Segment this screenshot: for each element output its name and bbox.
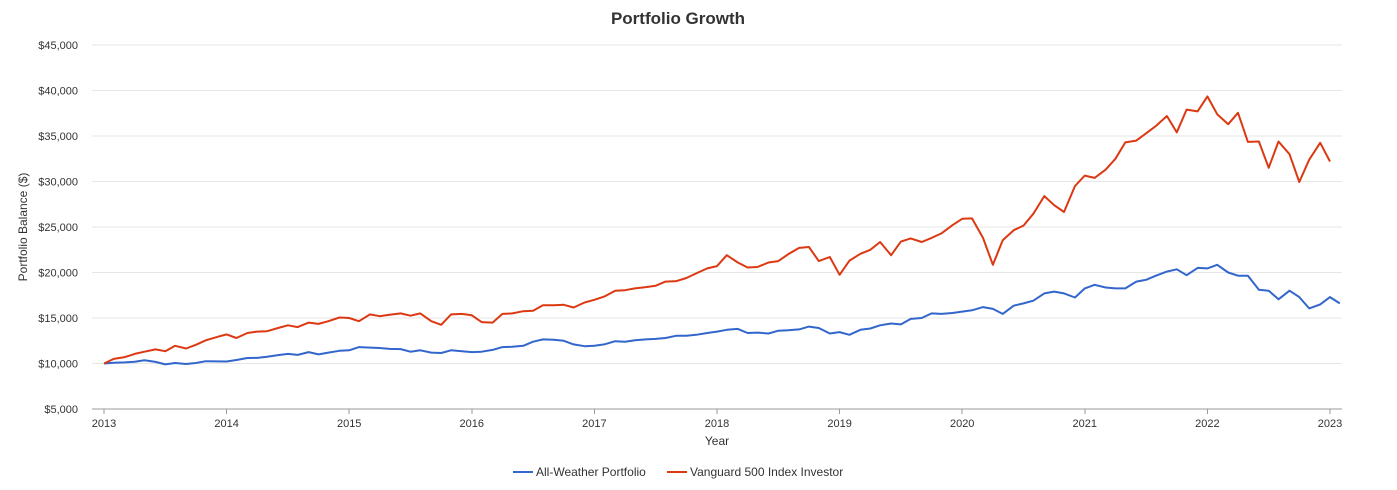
legend: All-Weather Portfolio Vanguard 500 Index …	[513, 465, 843, 479]
y-tick-label: $5,000	[44, 404, 78, 416]
y-tick-label: $30,000	[38, 177, 78, 189]
x-tick-label: 2019	[827, 418, 851, 430]
series-line-vanguard-500[interactable]	[103, 95, 1331, 365]
x-tick-label: 2022	[1195, 418, 1219, 430]
x-tick-label: 2021	[1073, 418, 1097, 430]
legend-label: Vanguard 500 Index Investor	[690, 465, 843, 479]
y-tick-label: $20,000	[38, 268, 78, 280]
x-tick-label: 2023	[1318, 418, 1342, 430]
gridlines	[92, 44, 1342, 410]
x-tick-label: 2016	[460, 418, 484, 430]
y-tick-label: $35,000	[38, 131, 78, 143]
x-tick-label: 2014	[214, 418, 238, 430]
x-tick-label: 2017	[582, 418, 606, 430]
series-layer	[103, 95, 1341, 366]
x-tick-label: 2020	[950, 418, 974, 430]
x-axis-title: Year	[705, 434, 729, 448]
y-axis: $5,000 $10,000 $15,000 $20,000 $25,000 $30,00…	[38, 40, 78, 416]
legend-item-all-weather-portfolio[interactable]: All-Weather Portfolio	[513, 465, 646, 479]
y-tick-label: $10,000	[38, 359, 78, 371]
legend-label: All-Weather Portfolio	[536, 465, 646, 479]
y-tick-label: $25,000	[38, 222, 78, 234]
legend-item-vanguard-500[interactable]: Vanguard 500 Index Investor	[667, 465, 843, 479]
series-line-all-weather-portfolio[interactable]	[103, 263, 1341, 366]
x-tick-label: 2018	[705, 418, 729, 430]
x-tick-label: 2015	[337, 418, 361, 430]
chart-title: Portfolio Growth	[611, 9, 745, 28]
y-axis-title: Portfolio Balance ($)	[16, 173, 30, 282]
x-tick-label: 2013	[92, 418, 116, 430]
x-axis: 2013 2014 2015 2016 2017 2018 2019 2020 2021 2022…	[92, 409, 1342, 430]
y-tick-label: $40,000	[38, 86, 78, 98]
y-tick-label: $45,000	[38, 40, 78, 52]
y-tick-label: $15,000	[38, 313, 78, 325]
